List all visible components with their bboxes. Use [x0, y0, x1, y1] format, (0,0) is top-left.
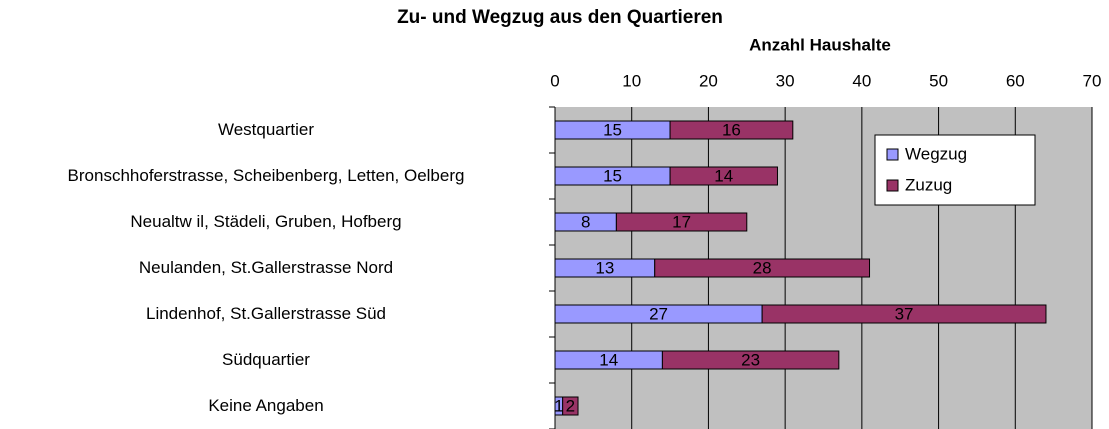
- bar: [654, 258, 871, 278]
- y-tick-label: Neulanden, St.Gallerstrasse Nord: [138, 258, 394, 277]
- data-label: 2: [566, 396, 575, 415]
- y-tick-label: Neualtw il, Städeli, Gruben, Hofberg: [130, 212, 402, 231]
- bar: [669, 120, 794, 140]
- data-label: 17: [672, 212, 691, 231]
- chart-title: Zu- und Wegzug aus den Quartieren: [397, 7, 723, 28]
- x-tick-label: 10: [622, 71, 641, 90]
- bar: [562, 396, 579, 416]
- data-label: 28: [753, 258, 772, 277]
- x-tick-label: 70: [1083, 71, 1102, 90]
- bar: [761, 304, 1047, 324]
- data-label: 15: [603, 166, 622, 185]
- x-tick-label: 40: [852, 71, 871, 90]
- data-label: 8: [581, 212, 590, 231]
- legend-label: Wegzug: [905, 144, 967, 163]
- legend-box: [874, 134, 1036, 206]
- data-label: 1: [554, 396, 563, 415]
- bar: [661, 350, 840, 370]
- bar: [669, 166, 778, 186]
- data-label: 16: [722, 120, 741, 139]
- y-tick-label: Südquartier: [222, 350, 310, 369]
- legend-label: Zuzug: [905, 175, 952, 194]
- y-tick-label: Lindenhof, St.Gallerstrasse Süd: [145, 304, 387, 323]
- y-tick-label: Bronschhoferstrasse, Scheibenberg, Lette…: [67, 166, 465, 185]
- x-tick-label: 60: [1006, 71, 1025, 90]
- bar: [615, 212, 748, 232]
- data-label: 37: [895, 304, 914, 323]
- x-tick-label: 50: [929, 71, 948, 90]
- data-label: 13: [595, 258, 614, 277]
- legend-swatch: [886, 179, 899, 192]
- y-tick-label: Westquartier: [217, 120, 315, 139]
- legend-swatch: [886, 148, 899, 161]
- data-label: 27: [649, 304, 668, 323]
- x-tick-label: 30: [776, 71, 795, 90]
- data-label: 23: [741, 350, 760, 369]
- x-axis-label: Anzahl Haushalte: [749, 35, 891, 54]
- data-label: 14: [599, 350, 618, 369]
- data-label: 15: [603, 120, 622, 139]
- y-tick-label: Keine Angaben: [208, 396, 324, 415]
- data-label: 14: [714, 166, 733, 185]
- x-tick-label: 20: [699, 71, 718, 90]
- x-tick-label: 0: [550, 71, 559, 90]
